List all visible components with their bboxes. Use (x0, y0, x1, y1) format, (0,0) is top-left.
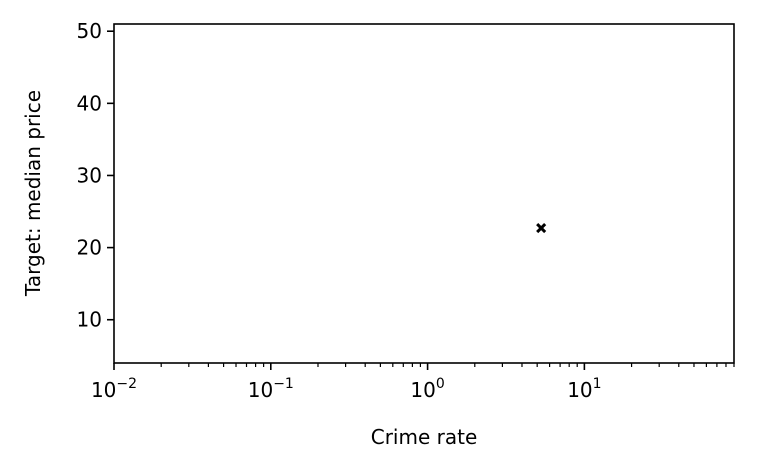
y-axis-ticks: 10 20 30 40 50 (77, 19, 114, 332)
x-tick-label: 10−1 (248, 376, 294, 402)
y-axis-label: Target: median price (21, 90, 45, 297)
y-tick-label: 50 (77, 19, 102, 43)
y-tick-label: 20 (77, 236, 102, 260)
y-tick-label: 40 (77, 91, 102, 115)
x-axis-label: Crime rate (371, 425, 478, 449)
x-tick-label: 10−2 (91, 376, 137, 402)
plot-frame (113, 23, 735, 364)
y-tick-label: 30 (77, 163, 102, 187)
x-tick-label: 101 (567, 376, 601, 402)
plot-area (114, 24, 734, 363)
x-axis-ticks: 10−2 10−1 100 101 (91, 363, 735, 402)
y-tick-label: 10 (77, 308, 102, 332)
data-point-marker (536, 223, 547, 234)
x-tick-label: 100 (410, 376, 444, 402)
data-markers (536, 223, 547, 234)
